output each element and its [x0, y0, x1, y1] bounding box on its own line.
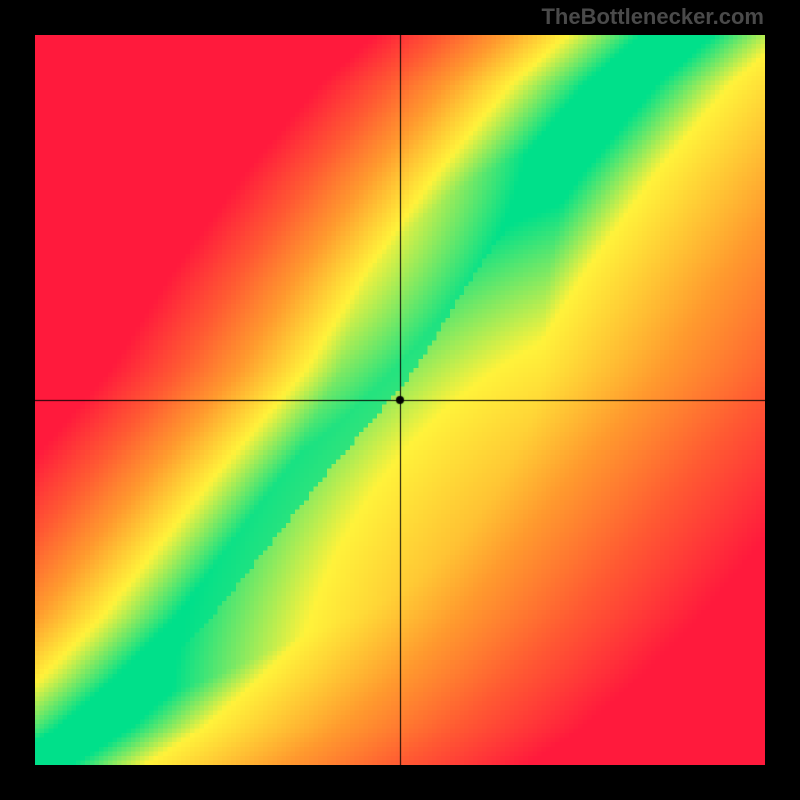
- watermark-text: TheBottlenecker.com: [541, 4, 764, 30]
- overlay-canvas: [35, 35, 765, 765]
- chart-container: TheBottlenecker.com: [0, 0, 800, 800]
